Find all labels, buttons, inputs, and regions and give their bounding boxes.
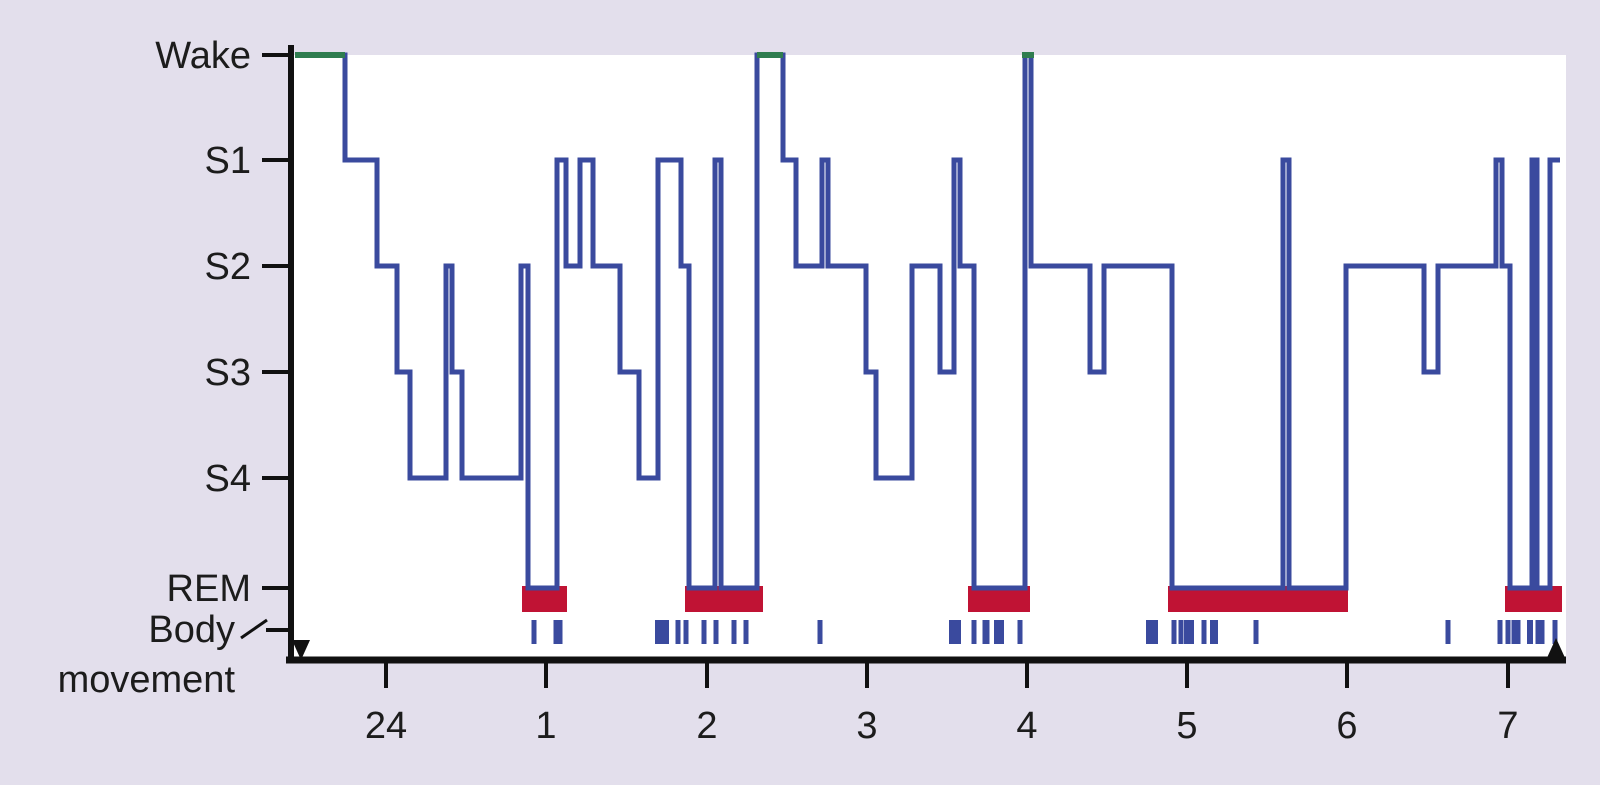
y-axis-label: S1 [205, 140, 251, 182]
body-movement-tick [1253, 620, 1259, 644]
y-axis-label: Wake [155, 35, 251, 77]
x-axis-tick-label: 3 [856, 705, 877, 747]
x-axis-tick-label: 24 [365, 705, 407, 747]
body-movement-tick [553, 620, 563, 644]
body-movement-tick [1184, 620, 1194, 644]
body-movement-tick [731, 620, 737, 644]
x-axis-tick-label: 4 [1016, 705, 1037, 747]
x-axis-tick-label: 6 [1336, 705, 1357, 747]
y-axis-label: S4 [205, 458, 251, 500]
body-movement-tick [683, 620, 689, 644]
origin-down-arrow-icon [292, 640, 310, 660]
body-movement-tick [1178, 620, 1184, 644]
body-movement-tick [982, 620, 990, 644]
body-movement-tick [1210, 620, 1218, 644]
body-movement-tick [675, 620, 681, 644]
body-movement-tick [1017, 620, 1023, 644]
sleep-stage-line [295, 52, 1560, 591]
body-movement-tick [713, 620, 719, 644]
body-movement-tick [817, 620, 823, 644]
body-movement-tick [971, 620, 977, 644]
plot-area [292, 55, 1566, 660]
y-axis-label: REM [167, 568, 251, 610]
body-movement-tick [1505, 620, 1511, 644]
body-movement-label-line1: Body [148, 609, 235, 651]
body-movement-tick [701, 620, 707, 644]
x-axis-tick-label: 2 [696, 705, 717, 747]
body-movement-tick [994, 620, 1004, 644]
body-movement-tick [743, 620, 749, 644]
x-axis-tick-label: 7 [1497, 705, 1518, 747]
x-axis-tick-label: 5 [1176, 705, 1197, 747]
body-movement-tick [949, 620, 961, 644]
body-movement-pointer-line [240, 618, 268, 640]
body-movement-tick [531, 620, 537, 644]
body-movement-tick [1146, 620, 1158, 644]
y-axis-label: S3 [205, 352, 251, 394]
body-movement-tick [1511, 620, 1521, 644]
body-movement-tick [655, 620, 669, 644]
body-movement-tick [1171, 620, 1177, 644]
y-axis-label: S2 [205, 246, 251, 288]
body-movement-label-line2: movement [58, 659, 236, 701]
body-movement-tick [1445, 620, 1451, 644]
axis-end-up-arrow-icon [1546, 638, 1566, 660]
body-movement-tick [1552, 620, 1558, 644]
body-movement-tick [1535, 620, 1545, 644]
x-axis-tick-label: 1 [535, 705, 556, 747]
body-movement-tick [1201, 620, 1207, 644]
body-movement-tick [1497, 620, 1503, 644]
body-movement-tick [1527, 620, 1533, 644]
